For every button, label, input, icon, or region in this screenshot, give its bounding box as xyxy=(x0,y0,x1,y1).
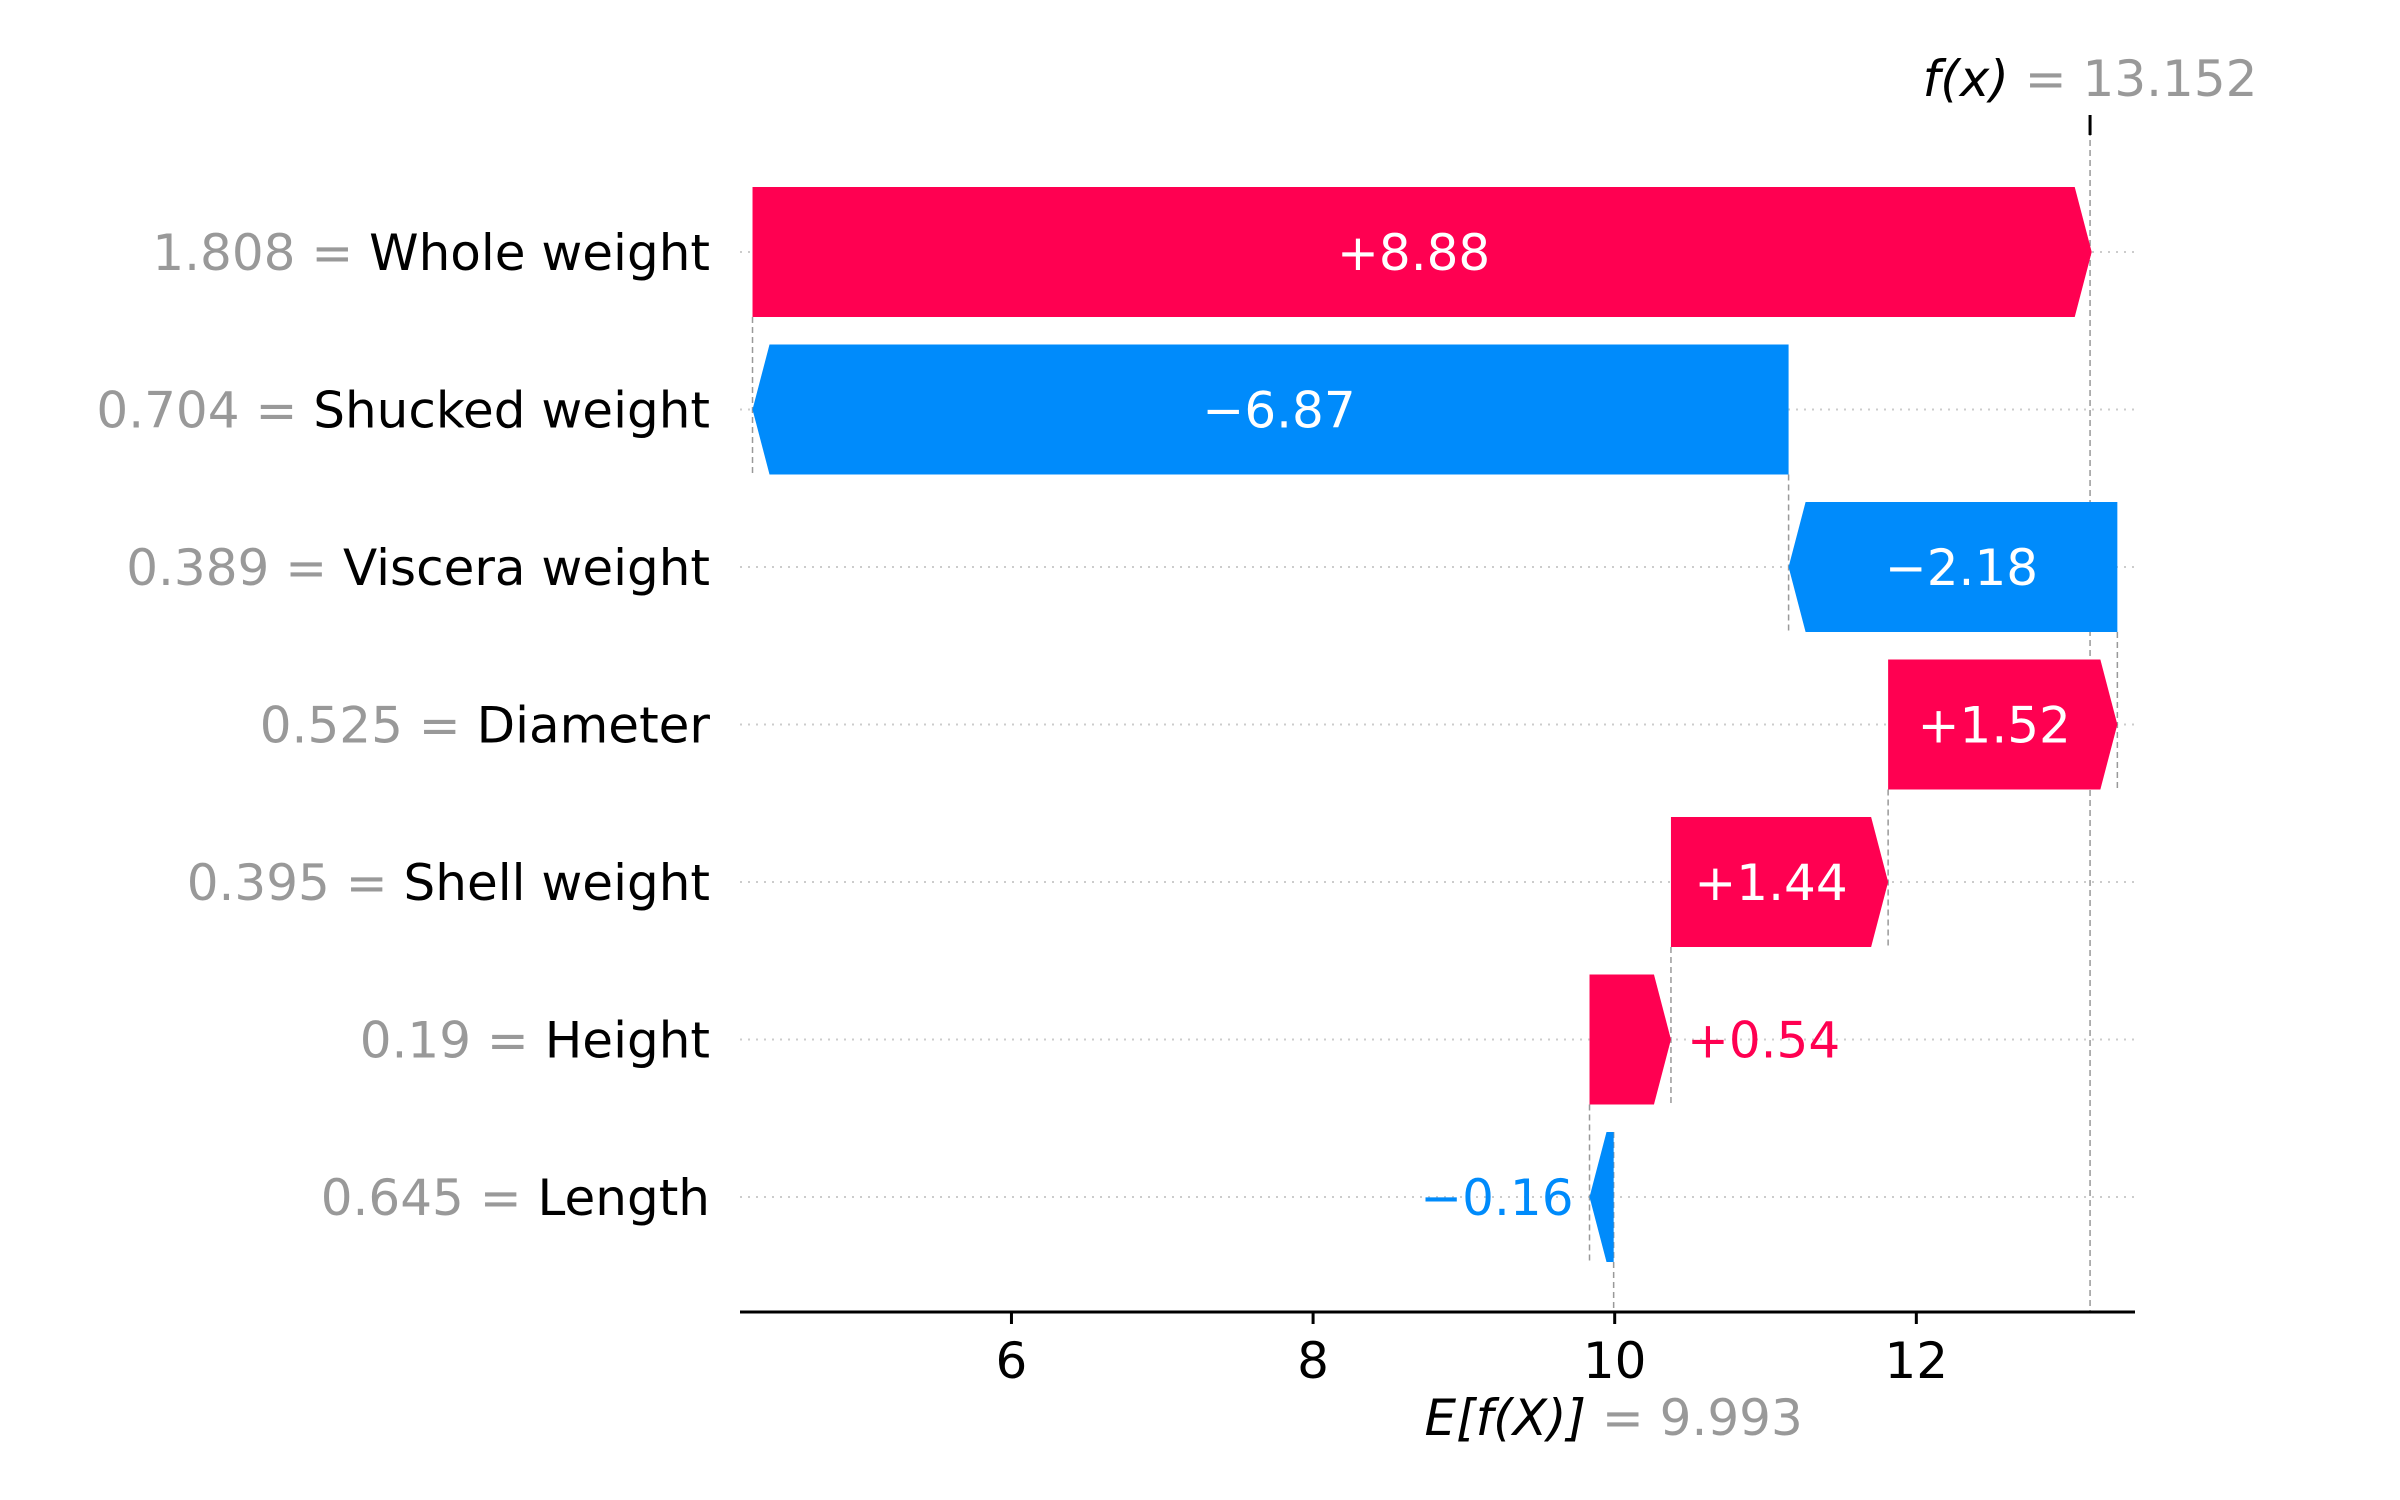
output-value-number: = 13.152 xyxy=(2025,50,2258,108)
bar-shucked-weight xyxy=(752,344,1789,475)
feature-label: 1.808 = Whole weight xyxy=(152,224,710,282)
feature-label: 0.525 = Diameter xyxy=(260,697,711,755)
bar-value-label: +8.88 xyxy=(1337,224,1490,282)
feature-name: Whole weight xyxy=(369,224,710,282)
x-tick-label: 8 xyxy=(1297,1332,1329,1390)
bar-value-label: +0.54 xyxy=(1687,1012,1840,1070)
feature-name: Diameter xyxy=(477,697,711,755)
feature-name: Viscera weight xyxy=(343,539,710,597)
bar-value-label: +1.52 xyxy=(1918,697,2071,755)
feature-value: 0.395 = xyxy=(187,854,404,912)
output-value-label: f(x) = 13.152 xyxy=(1923,50,2258,108)
feature-label: 0.389 = Viscera weight xyxy=(126,539,710,597)
feature-value: 1.808 = xyxy=(152,224,369,282)
bar-shell-weight xyxy=(1670,817,1889,947)
bar-height xyxy=(1589,974,1671,1105)
axis-layer: 6 8 10 12 E[f(X)] = 9.993 f(x) = 13.152 xyxy=(740,50,2257,1447)
base-value-prefix: E[f(X)] xyxy=(1424,1389,1601,1447)
bar-value-label: −2.18 xyxy=(1885,539,2038,597)
feature-label: 0.645 = Length xyxy=(321,1169,710,1227)
feature-value: 0.704 = xyxy=(96,382,313,440)
bar-whole-weight xyxy=(752,187,2092,317)
feature-value: 0.525 = xyxy=(260,697,477,755)
bar-length xyxy=(1589,1132,1614,1262)
bar-diameter xyxy=(1888,659,2118,790)
base-value-number: = 9.993 xyxy=(1602,1389,1803,1447)
feature-name: Length xyxy=(538,1169,710,1227)
x-tick-label: 6 xyxy=(996,1332,1028,1390)
output-value-prefix: f(x) xyxy=(1923,50,2025,108)
bar-value-label: −6.87 xyxy=(1202,382,1355,440)
x-tick-label: 10 xyxy=(1583,1332,1647,1390)
bar-layer xyxy=(752,187,2118,1262)
feature-name: Height xyxy=(545,1012,710,1070)
bar-value-label: −0.16 xyxy=(1420,1169,1573,1227)
label-layer: +8.88 1.808 = Whole weight −6.87 0.704 = Sh… xyxy=(96,224,2070,1227)
feature-value: 0.389 = xyxy=(126,539,343,597)
feature-label: 0.704 = Shucked weight xyxy=(96,382,710,440)
feature-label: 0.395 = Shell weight xyxy=(187,854,710,912)
x-tick-label: 12 xyxy=(1885,1332,1949,1390)
bar-value-label: +1.44 xyxy=(1694,854,1847,912)
feature-label: 0.19 = Height xyxy=(360,1012,710,1070)
feature-value: 0.645 = xyxy=(321,1169,538,1227)
feature-name: Shucked weight xyxy=(313,382,710,440)
bar-viscera-weight xyxy=(1788,502,2118,632)
base-value-label: E[f(X)] = 9.993 xyxy=(1424,1389,1802,1447)
feature-value: 0.19 = xyxy=(360,1012,545,1070)
feature-name: Shell weight xyxy=(404,854,710,912)
